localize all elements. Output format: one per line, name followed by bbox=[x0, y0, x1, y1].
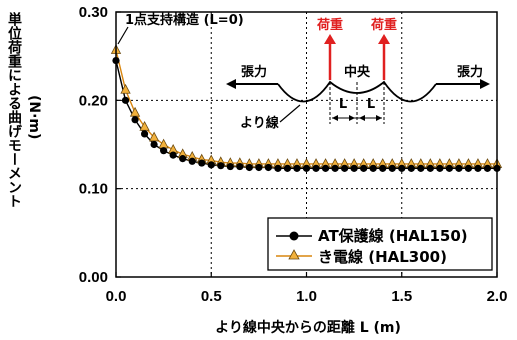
data-point-hal150 bbox=[341, 164, 349, 172]
data-point-hal150 bbox=[455, 164, 463, 172]
legend-label-1: AT保護線 (HAL150) bbox=[318, 227, 468, 245]
data-point-hal150 bbox=[321, 164, 330, 172]
x-axis-label: より線中央からの距離 L (m) bbox=[215, 319, 401, 336]
data-point-hal150 bbox=[169, 151, 177, 159]
y-axis-label: 単位荷重による曲げモーメント bbox=[6, 11, 23, 208]
axis-ticks: 0.0 0.5 1.0 1.5 2.0 0.00 0.10 0.20 0.30 bbox=[79, 4, 508, 305]
data-point-hal150 bbox=[198, 159, 206, 167]
x-tick-label: 1.0 bbox=[296, 288, 317, 305]
data-point-hal150 bbox=[236, 162, 244, 171]
data-point-hal150 bbox=[474, 164, 482, 172]
x-tick-label: 2.0 bbox=[487, 288, 508, 305]
data-point-hal300 bbox=[158, 138, 169, 149]
tension-arrow-left-head bbox=[226, 79, 236, 89]
series-layer bbox=[110, 44, 503, 172]
dim-arrow-head-3 bbox=[359, 115, 365, 121]
data-point-hal150 bbox=[188, 157, 196, 165]
x-tick-label: 1.5 bbox=[391, 288, 412, 305]
data-point-hal150 bbox=[379, 164, 387, 172]
legend: AT保護線 (HAL150) き電線 (HAL300) bbox=[267, 217, 493, 271]
x-tick-label: 0.5 bbox=[201, 288, 222, 305]
legend-marker-2 bbox=[288, 249, 300, 260]
legend-box bbox=[267, 217, 493, 271]
y-tick-label: 0.00 bbox=[79, 269, 108, 286]
data-point-hal150 bbox=[398, 164, 406, 172]
data-point-hal150 bbox=[179, 155, 187, 163]
load-arrow-left-head bbox=[324, 34, 336, 44]
data-point-hal150 bbox=[264, 163, 272, 172]
data-point-hal150 bbox=[207, 161, 215, 169]
tension-arrow-right-head bbox=[480, 79, 490, 89]
data-point-hal150 bbox=[331, 164, 339, 172]
data-point-hal150 bbox=[293, 164, 301, 172]
data-point-hal150 bbox=[217, 162, 225, 170]
strand-label: より線 bbox=[240, 115, 280, 131]
y-axis-unit: (N·m) bbox=[26, 95, 42, 139]
legend-label-2: き電線 (HAL300) bbox=[318, 248, 447, 266]
data-point-hal150 bbox=[350, 164, 358, 172]
data-point-hal150 bbox=[131, 116, 139, 124]
y-tick-label: 0.20 bbox=[79, 92, 108, 109]
data-point-hal150 bbox=[369, 164, 377, 172]
legend-marker-1 bbox=[289, 231, 299, 241]
data-point-hal150 bbox=[140, 130, 149, 138]
center-label: 中央 bbox=[344, 64, 371, 80]
load-arrow-right-head bbox=[378, 34, 390, 44]
data-point-hal150 bbox=[407, 164, 415, 172]
data-point-hal150 bbox=[302, 164, 311, 172]
data-point-hal300 bbox=[120, 83, 131, 94]
y-tick-label: 0.30 bbox=[79, 4, 108, 21]
x-tick-label: 0.0 bbox=[106, 288, 127, 305]
support-diagram: 1点支持構造 (L=0) 荷重 荷重 中央 張力 張力 L L より線 bbox=[117, 12, 490, 131]
data-point-hal150 bbox=[312, 164, 320, 172]
data-point-hal150 bbox=[360, 164, 368, 172]
load-label-right: 荷重 bbox=[370, 17, 397, 33]
data-point-hal150 bbox=[226, 162, 234, 171]
data-point-hal150 bbox=[464, 164, 473, 172]
data-point-hal150 bbox=[483, 164, 492, 172]
data-point-hal150 bbox=[426, 164, 434, 172]
data-point-hal150 bbox=[274, 164, 282, 172]
data-point-hal150 bbox=[150, 140, 158, 149]
span-label-left: L bbox=[339, 97, 347, 112]
dim-arrow-head-1 bbox=[332, 115, 338, 121]
data-point-hal150 bbox=[160, 147, 168, 155]
data-point-hal150 bbox=[283, 164, 292, 172]
load-label-left: 荷重 bbox=[316, 17, 343, 33]
tension-label-right: 張力 bbox=[457, 64, 483, 80]
data-point-hal150 bbox=[245, 163, 253, 172]
dim-arrow-head-4 bbox=[376, 115, 382, 121]
tension-label-left: 張力 bbox=[241, 64, 267, 80]
data-point-hal150 bbox=[417, 164, 425, 172]
span-label-right: L bbox=[367, 97, 375, 112]
support-label: 1点支持構造 (L=0) bbox=[125, 12, 244, 28]
y-tick-label: 0.10 bbox=[79, 181, 108, 198]
data-point-hal150 bbox=[121, 96, 130, 104]
dim-arrow-head-2 bbox=[349, 115, 355, 121]
support-pointer bbox=[117, 26, 129, 45]
data-point-hal150 bbox=[436, 164, 444, 172]
data-point-hal150 bbox=[255, 163, 263, 172]
data-point-hal150 bbox=[445, 164, 453, 172]
data-point-hal150 bbox=[388, 164, 396, 172]
strand-pointer bbox=[279, 104, 301, 123]
